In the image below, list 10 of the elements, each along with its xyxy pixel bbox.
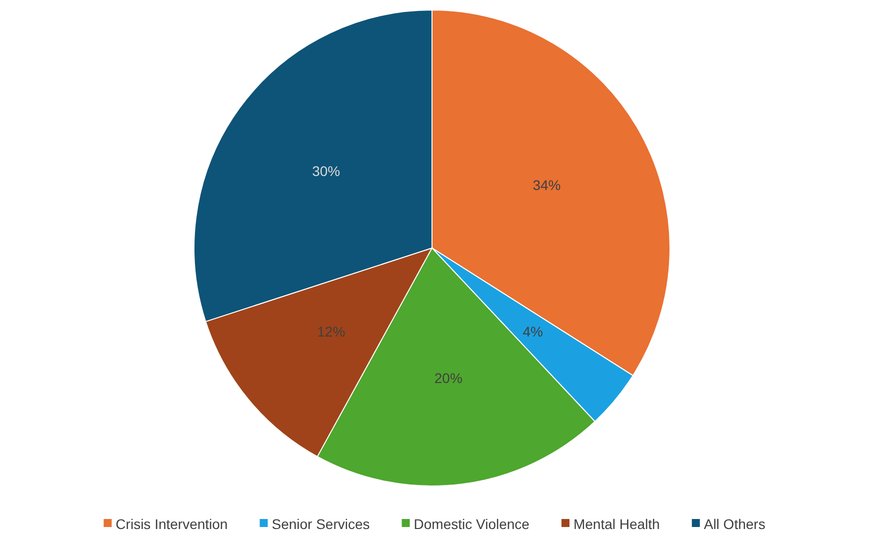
legend-label: Crisis Intervention <box>116 516 228 532</box>
data-label: 34% <box>532 176 561 193</box>
data-label: 12% <box>317 323 346 340</box>
legend-label: All Others <box>704 516 766 532</box>
data-label: 20% <box>434 370 462 386</box>
legend-label: Domestic Violence <box>414 516 530 532</box>
data-label: 30% <box>312 162 340 179</box>
legend-label: Senior Services <box>272 516 370 532</box>
data-label: 4% <box>522 323 543 340</box>
legend-label: Mental Health <box>573 516 660 532</box>
